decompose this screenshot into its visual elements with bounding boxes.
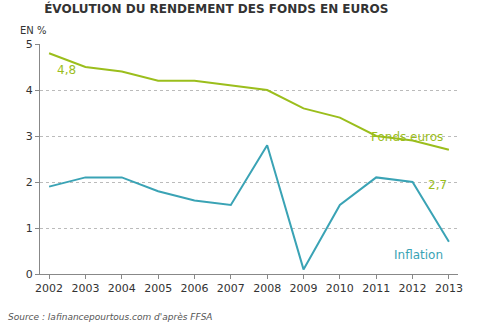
- svg-text:4,8: 4,8: [57, 63, 76, 77]
- svg-text:ÉVOLUTION DU RENDEMENT DES FON: ÉVOLUTION DU RENDEMENT DES FONDS EN EURO…: [44, 1, 388, 16]
- svg-text:1: 1: [26, 222, 33, 235]
- svg-text:Source : lafinancepourtous.com: Source : lafinancepourtous.com d'après F…: [8, 312, 213, 322]
- svg-text:2003: 2003: [71, 282, 99, 295]
- svg-text:2002: 2002: [35, 282, 63, 295]
- svg-text:5: 5: [26, 38, 33, 51]
- svg-text:2013: 2013: [435, 282, 463, 295]
- svg-text:EN %: EN %: [20, 25, 46, 36]
- svg-text:2: 2: [26, 176, 33, 189]
- svg-text:2012: 2012: [399, 282, 427, 295]
- svg-text:Inflation: Inflation: [394, 248, 443, 262]
- svg-text:0: 0: [26, 268, 33, 281]
- svg-text:3: 3: [26, 130, 33, 143]
- svg-text:2005: 2005: [144, 282, 172, 295]
- svg-text:2011: 2011: [362, 282, 390, 295]
- svg-text:2008: 2008: [253, 282, 281, 295]
- svg-text:2009: 2009: [290, 282, 318, 295]
- svg-text:2007: 2007: [217, 282, 245, 295]
- svg-text:4: 4: [26, 84, 33, 97]
- svg-text:Fonds euros: Fonds euros: [371, 130, 443, 144]
- svg-text:2010: 2010: [326, 282, 354, 295]
- svg-text:2006: 2006: [180, 282, 208, 295]
- svg-text:2,7: 2,7: [428, 178, 447, 192]
- svg-text:2004: 2004: [108, 282, 136, 295]
